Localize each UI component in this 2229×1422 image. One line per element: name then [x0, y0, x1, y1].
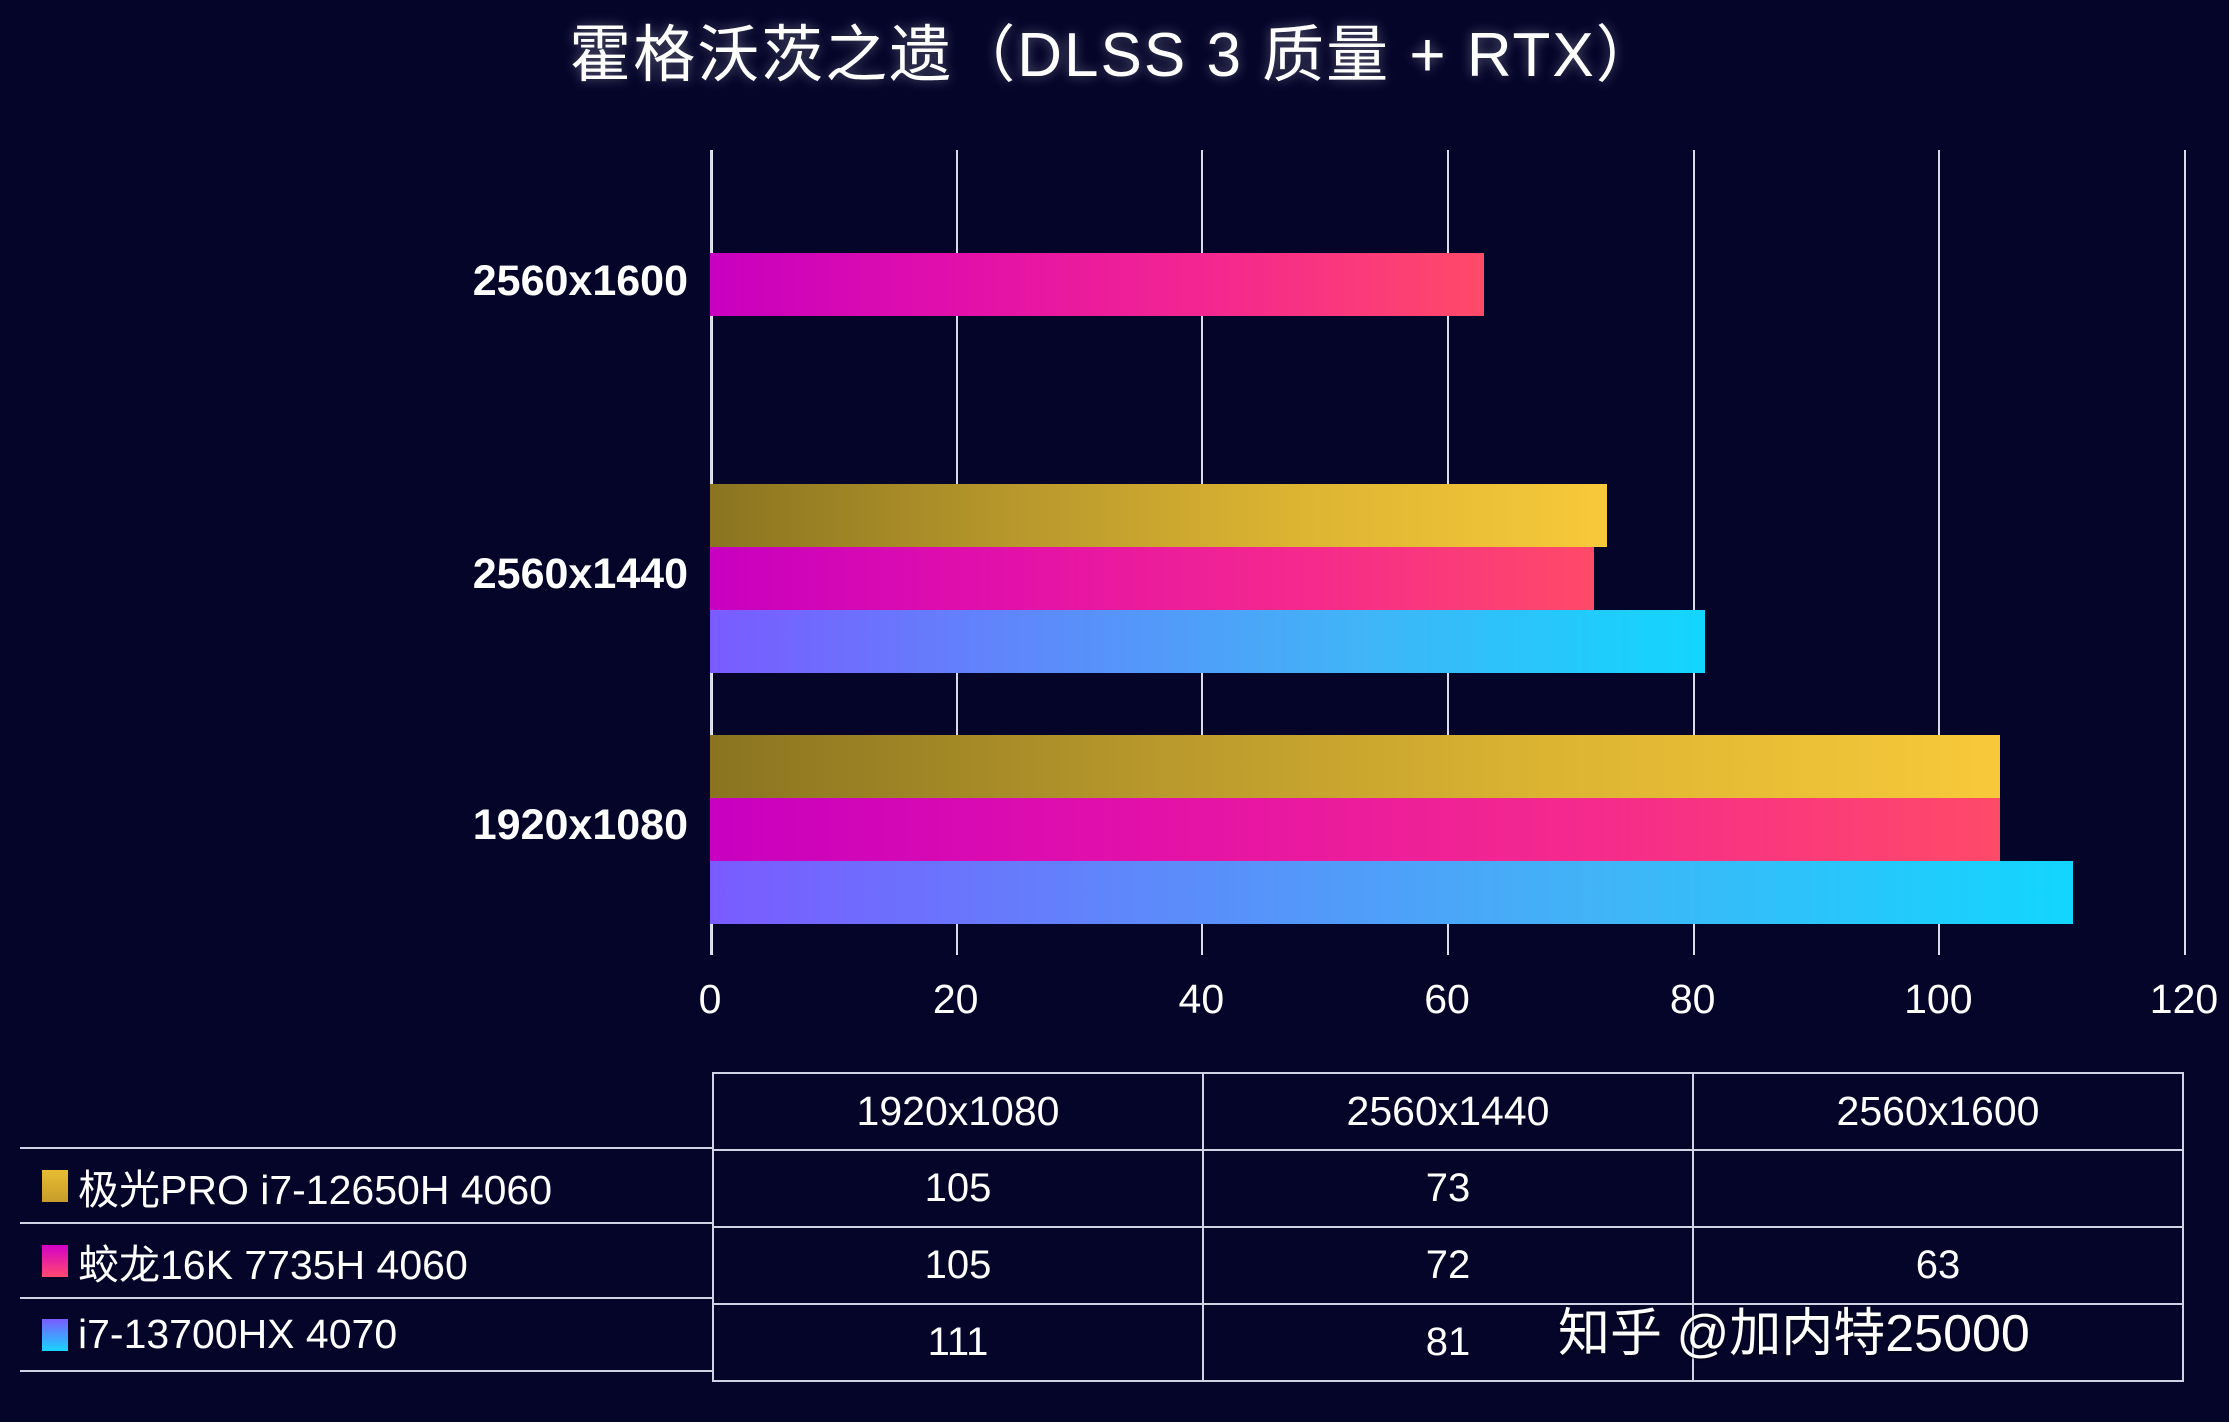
- table-row: 111 81: [712, 1303, 2184, 1382]
- watermark: 知乎 @加内特25000: [1558, 1305, 2030, 1363]
- gridline-100: [1938, 150, 1941, 955]
- legend-row: 极光PRO i7-12650H 4060: [20, 1147, 712, 1222]
- table-cell-r1-c0: 105: [712, 1226, 1204, 1305]
- legend-row: 蛟龙16K 7735H 4060: [20, 1222, 712, 1297]
- table-cell-r2-c0: 111: [712, 1303, 1204, 1382]
- legend-label: 蛟龙16K 7735H 4060: [78, 1241, 468, 1288]
- table-header-2560x1440: 2560x1440: [1202, 1072, 1694, 1151]
- table-header-row: 1920x1080 2560x1440 2560x1600: [712, 1072, 2184, 1151]
- bar-magenta-2560x1440: [710, 547, 1595, 610]
- table-header-2560x1600: 2560x1600: [1692, 1072, 2184, 1151]
- bar-magenta-1920x1080: [710, 798, 2000, 861]
- category-label-2560x1600: 2560x1600: [472, 257, 688, 305]
- category-label-1920x1080: 1920x1080: [472, 801, 688, 849]
- table-cell-r0-c2: [1692, 1149, 2184, 1228]
- legend-swatch-gold-icon: [42, 1169, 68, 1202]
- chart-title: 霍格沃茨之遗（DLSS 3 质量 + RTX）: [569, 21, 1660, 90]
- legend-label: 极光PRO i7-12650H 4060: [78, 1166, 553, 1213]
- plot-area: [710, 150, 2186, 955]
- legend-swatch-blue-icon: [42, 1318, 68, 1351]
- gridline-120: [2184, 150, 2186, 955]
- data-table: 1920x1080 2560x1440 2560x1600 105 73 105 72 63 1…: [712, 1072, 2184, 1382]
- bar-gold-1920x1080: [710, 735, 2000, 798]
- table-cell-r1-c2: 63: [1692, 1226, 2184, 1305]
- x-tick-0: 0: [698, 976, 722, 1022]
- bar-blue-1920x1080: [710, 861, 2074, 924]
- legend-label: i7-13700HX 4070: [78, 1311, 398, 1357]
- bar-gold-2560x1440: [710, 484, 1607, 547]
- x-tick-60: 60: [1424, 976, 1470, 1022]
- table-cell-r0-c0: 105: [712, 1149, 1204, 1228]
- bar-magenta-2560x1600: [710, 253, 1484, 316]
- table-row: 105 72 63: [712, 1226, 2184, 1305]
- legend-swatch-magenta-icon: [42, 1244, 68, 1277]
- table-cell-r2-c2: [1692, 1303, 2184, 1382]
- x-tick-80: 80: [1669, 976, 1716, 1022]
- category-label-2560x1440: 2560x1440: [472, 550, 688, 598]
- x-tick-40: 40: [1178, 976, 1225, 1022]
- x-tick-100: 100: [1904, 976, 1973, 1022]
- table-row: 105 73: [712, 1149, 2184, 1228]
- table-cell-r0-c1: 73: [1202, 1149, 1694, 1228]
- table-cell-r2-c1: 81: [1202, 1303, 1694, 1382]
- x-tick-20: 20: [932, 976, 979, 1022]
- x-tick-120: 120: [2149, 976, 2219, 1022]
- legend-row: i7-13700HX 4070: [20, 1297, 712, 1372]
- table-header-1920x1080: 1920x1080: [712, 1072, 1204, 1151]
- gridline-80: [1692, 150, 1695, 955]
- bar-blue-2560x1440: [710, 610, 1705, 673]
- table-cell-r1-c1: 72: [1202, 1226, 1694, 1305]
- legend: 极光PRO i7-12650H 4060 蛟龙16K 7735H 4060 i7-1…: [20, 1147, 712, 1372]
